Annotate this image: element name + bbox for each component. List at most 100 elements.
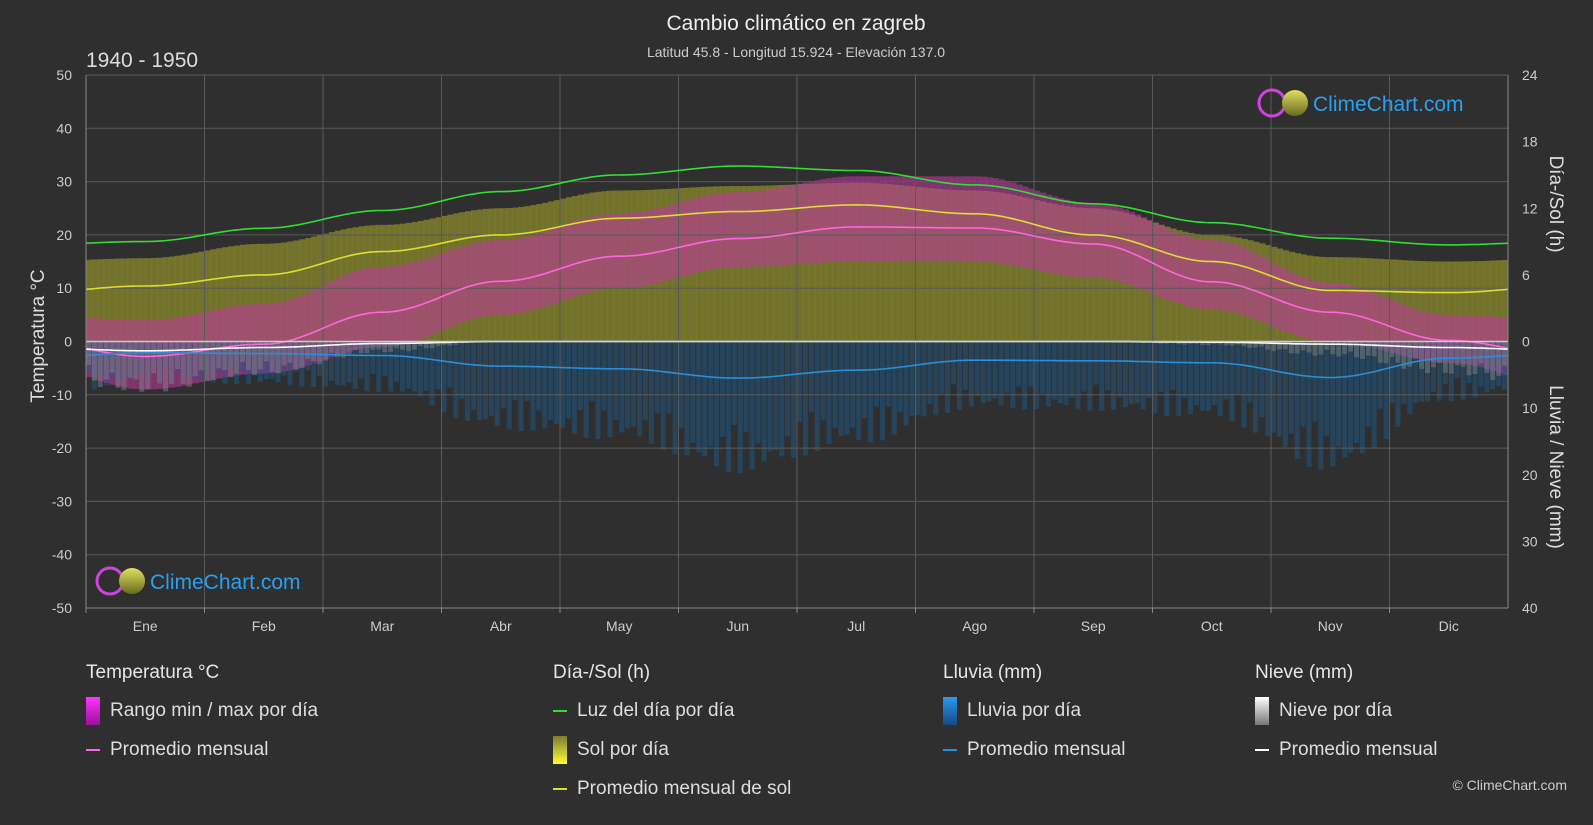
temp-range-bar [945,176,952,262]
temp-range-bar [500,240,508,315]
month-label: Jul [847,618,865,634]
temp-range-bar [1164,228,1171,300]
rain-bar [1253,341,1259,433]
rain-bar [263,341,269,380]
temp-range-bar [216,309,223,379]
temp-range-bar [388,266,395,347]
snow-bar [447,341,453,346]
legend-label-temp-avg: Promedio mensual [110,739,269,760]
snow-bar [246,341,251,371]
rain-bar [672,341,678,455]
temp-range-bar [429,256,436,335]
temp-range-bar [832,177,839,262]
rain-bar [1294,341,1300,459]
temp-range-bar [1265,259,1272,325]
sunshine-bar [163,257,170,342]
rain-bar [808,341,814,413]
snow-bar [1348,341,1353,352]
rain-bar [1330,341,1336,467]
rain-bar [86,341,91,372]
legend-title-snow: Nieve (mm) [1255,662,1354,683]
temp-range-bar [1087,202,1094,278]
legend-title-temperature: Temperatura °C [86,662,220,683]
rain-bar [536,341,542,411]
rain-bar [1223,341,1229,400]
rain-bar [1282,341,1288,447]
sunshine-bar [1448,261,1456,342]
rain-bar [97,341,103,375]
temp-range-bar [1502,317,1509,376]
sunshine-bar [1496,260,1503,342]
sunshine-bar [868,183,875,342]
temp-range-bar [1063,199,1070,276]
rain-bar [1431,341,1436,392]
temp-range-bar [714,193,721,269]
rain-bar [1241,341,1247,428]
temp-range-bar [962,176,970,262]
temp-range-bar [192,314,199,384]
rain-bar [595,341,601,439]
month-label: Abr [490,618,512,634]
sunshine-bar [180,254,188,342]
temp-range-bar [1431,313,1438,362]
temp-range-bar [565,223,573,299]
axes: 50 40 30 20 10 0 -10 -20 -30 -40 -50 24 18 12 6 0 10 20 30… [52,67,1538,634]
rain-bar [1028,341,1034,387]
snow-bar [382,341,388,353]
rain-bar [400,341,405,392]
snow-bar [1223,341,1229,346]
month-label: Sep [1081,618,1106,634]
temp-range-bar [1010,182,1017,266]
sunshine-bar [1413,260,1420,342]
temp-range-bar [1004,180,1011,265]
sunshine-bar [856,182,863,342]
sunshine-bar [1039,201,1047,342]
temp-range-bar [145,320,152,390]
rain-bar [1324,341,1330,436]
rain-avg-swatch [943,749,957,751]
rain-bar [1182,341,1188,398]
rain-bar [1039,341,1045,394]
temp-range-bar [1194,238,1201,309]
rain-bar [939,341,945,394]
temp-range-bar [785,186,792,265]
sunshine-bar [968,190,976,342]
rain-bar [666,341,672,414]
sunshine-bar [115,258,122,342]
rain-bar [962,341,968,390]
temp-range-bar [1217,240,1224,310]
legend-item-daylight: Luz del día por día [553,698,791,724]
month-label: Nov [1318,618,1343,634]
sunshine-bar [838,182,845,342]
sunshine-bar [1425,261,1432,342]
temp-range-bar [530,235,537,311]
sunshine-bar [174,255,182,342]
rain-bar [370,341,376,374]
snow-bar [1342,341,1348,355]
snow-bar [1359,341,1365,359]
legend-item-temp-range: Rango min / max por día [86,697,318,725]
snow-bar [400,341,405,350]
sunshine-bar [121,258,128,342]
rain-bar [921,341,927,417]
snow-bar [269,341,275,372]
snow-bar [364,341,370,354]
snow-bar [234,341,240,374]
rain-bar [565,341,571,418]
rain-bar [714,341,719,467]
sunshine-bar [951,189,958,342]
snow-bar [1395,341,1401,363]
temp-range-bar [1170,231,1177,302]
legend-label-snow: Nieve por día [1279,700,1393,721]
snow-bar [198,341,204,371]
temp-range-bar [637,212,644,287]
snow-bar [453,341,459,345]
rain-bar [625,341,631,429]
temp-range-bar [1395,302,1402,355]
rain-bar [1117,341,1122,398]
snow-bar [1247,341,1253,348]
snow-bar [1205,341,1211,345]
rain-bar [145,341,151,382]
right-bottom-tick-label: 40 [1522,600,1538,616]
